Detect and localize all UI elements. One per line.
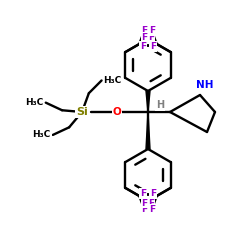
Polygon shape — [146, 91, 150, 112]
Text: F: F — [150, 42, 156, 51]
Text: F: F — [142, 32, 148, 42]
Text: H₃C: H₃C — [32, 130, 51, 140]
Polygon shape — [146, 112, 150, 149]
Text: O: O — [112, 107, 122, 117]
Text: F: F — [148, 32, 154, 42]
Text: F: F — [149, 205, 155, 214]
Text: F: F — [142, 198, 148, 207]
Text: H₃C: H₃C — [26, 98, 44, 107]
Text: F: F — [140, 42, 146, 51]
Text: F: F — [148, 198, 154, 207]
Text: F: F — [150, 189, 156, 198]
Text: F: F — [141, 205, 147, 214]
Text: F: F — [149, 26, 155, 35]
Text: H₃C: H₃C — [104, 76, 122, 85]
Text: F: F — [140, 189, 146, 198]
Text: Si: Si — [76, 107, 88, 117]
Text: H: H — [156, 100, 164, 110]
Text: NH: NH — [196, 80, 214, 90]
Text: F: F — [141, 26, 147, 35]
